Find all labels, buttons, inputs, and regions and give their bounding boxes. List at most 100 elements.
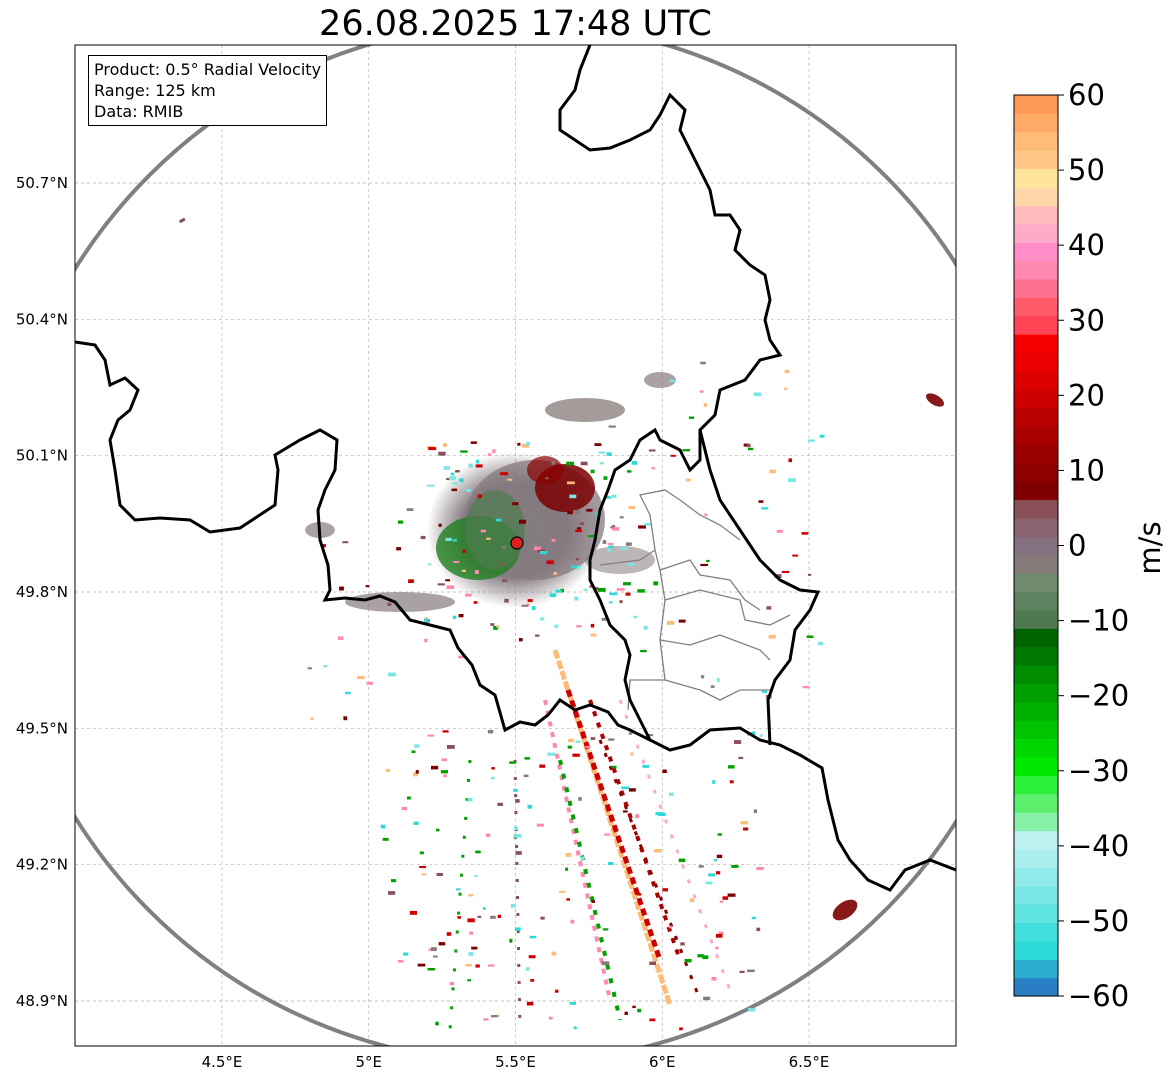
echo-speck <box>743 827 749 831</box>
echo-speck <box>710 685 715 688</box>
echo-speck <box>438 451 446 456</box>
echo-speck <box>568 738 574 743</box>
echo-speck <box>419 851 424 855</box>
echo-speck <box>414 744 420 748</box>
echo-red-southeast <box>832 899 858 921</box>
echo-speck <box>428 447 437 451</box>
echo-speck <box>342 541 349 544</box>
echo-speck <box>686 478 691 482</box>
echo-speck <box>625 592 631 596</box>
border-be-lu-de <box>558 45 783 741</box>
echo-speck <box>678 858 686 863</box>
echo-speck <box>396 547 402 551</box>
echo-speck <box>560 588 564 593</box>
echo-speck <box>738 756 744 759</box>
echo-speck <box>598 451 606 454</box>
colorbar-swatch <box>1014 205 1058 225</box>
echo-speck <box>604 833 611 836</box>
echo-speck <box>719 900 724 903</box>
echo-speck <box>651 467 655 470</box>
echo-speck <box>637 589 645 593</box>
echo-speck <box>549 593 557 597</box>
echo-speck <box>530 979 535 982</box>
echo-speck <box>575 740 581 743</box>
echo-speck <box>705 881 713 885</box>
colorbar-swatch <box>1014 904 1058 924</box>
echo-speck <box>475 464 483 468</box>
echo-speck <box>688 416 695 419</box>
colorbar-swatch <box>1014 848 1058 868</box>
echo-speck <box>469 931 474 935</box>
echo-speck <box>748 447 754 451</box>
echo-speck <box>486 833 491 837</box>
echo-speck <box>321 544 326 548</box>
echo-speck <box>417 963 426 967</box>
echo-speck <box>492 449 496 454</box>
echo-speck <box>716 871 721 875</box>
echo-speck <box>756 927 761 932</box>
echo-speck <box>546 560 554 565</box>
echo-speck <box>433 955 438 958</box>
lat-tick-label: 49.5°N <box>16 719 68 737</box>
colorbar-swatch <box>1014 977 1058 997</box>
echo-speck <box>466 489 472 492</box>
echo-speck <box>605 496 612 499</box>
echo-speck <box>487 453 492 456</box>
border-fr-be-west <box>75 340 956 892</box>
colorbar-swatch <box>1014 701 1058 721</box>
colorbar-swatches <box>1014 95 1058 997</box>
echo-speck <box>638 525 646 529</box>
echo-speck <box>491 767 495 770</box>
echo-speck <box>714 859 718 862</box>
echo-speck <box>473 601 478 604</box>
echo-speck <box>776 529 783 533</box>
echo-red-northeast2 <box>527 456 563 484</box>
lon-tick-label: 6.5°E <box>789 1053 830 1071</box>
echo-speck <box>411 750 416 754</box>
echo-speck <box>784 370 790 374</box>
echo-speck <box>483 1018 489 1021</box>
echo-speck <box>679 1027 683 1031</box>
echo-speck <box>408 579 414 583</box>
echo-speck <box>753 392 762 397</box>
echo-speck <box>628 788 636 792</box>
echo-speck <box>567 745 573 749</box>
colorbar-swatch <box>1014 591 1058 611</box>
colorbar-ticks: 60 50 40 30 20 10 0 −10 −20 −30 −40 −50 −60 <box>1058 78 1129 1013</box>
echo-speck <box>722 896 729 900</box>
echo-speck <box>443 443 447 447</box>
colorbar-swatch <box>1014 628 1058 648</box>
colorbar-tick-label: 10 <box>1068 453 1105 487</box>
echo-speck <box>504 598 509 603</box>
echo-speck <box>482 907 486 910</box>
echo-speck <box>533 546 541 550</box>
echo-speck <box>527 599 533 602</box>
echo-speck <box>703 403 707 407</box>
figure-title: 26.08.2025 17:48 UTC <box>319 4 712 44</box>
echo-red-east <box>925 393 945 407</box>
colorbar-swatch <box>1014 168 1058 188</box>
echo-speck <box>590 469 595 474</box>
colorbar-swatch <box>1014 867 1058 887</box>
lat-tick-label: 49.8°N <box>16 583 68 601</box>
echo-speck <box>662 769 667 773</box>
echo-speck <box>668 925 673 929</box>
echo-speck <box>717 833 722 836</box>
echo-speck <box>480 529 487 533</box>
echo-speck <box>436 873 443 876</box>
echo-speck <box>323 665 328 668</box>
echo-speck <box>455 470 460 473</box>
echo-speck <box>477 494 482 499</box>
echo-speck <box>458 655 465 659</box>
colorbar-swatch <box>1014 517 1058 537</box>
colorbar-unit-label: m/s <box>1133 521 1167 574</box>
echo-speck <box>540 617 545 621</box>
echo-speck <box>699 390 704 393</box>
echo-speck <box>586 508 593 512</box>
echo-speck <box>419 866 426 869</box>
echo-speck <box>729 780 734 784</box>
echo-speck <box>602 928 609 931</box>
echo-speck <box>491 1015 498 1018</box>
echo-speck <box>501 545 507 549</box>
echo-speck <box>553 572 557 575</box>
